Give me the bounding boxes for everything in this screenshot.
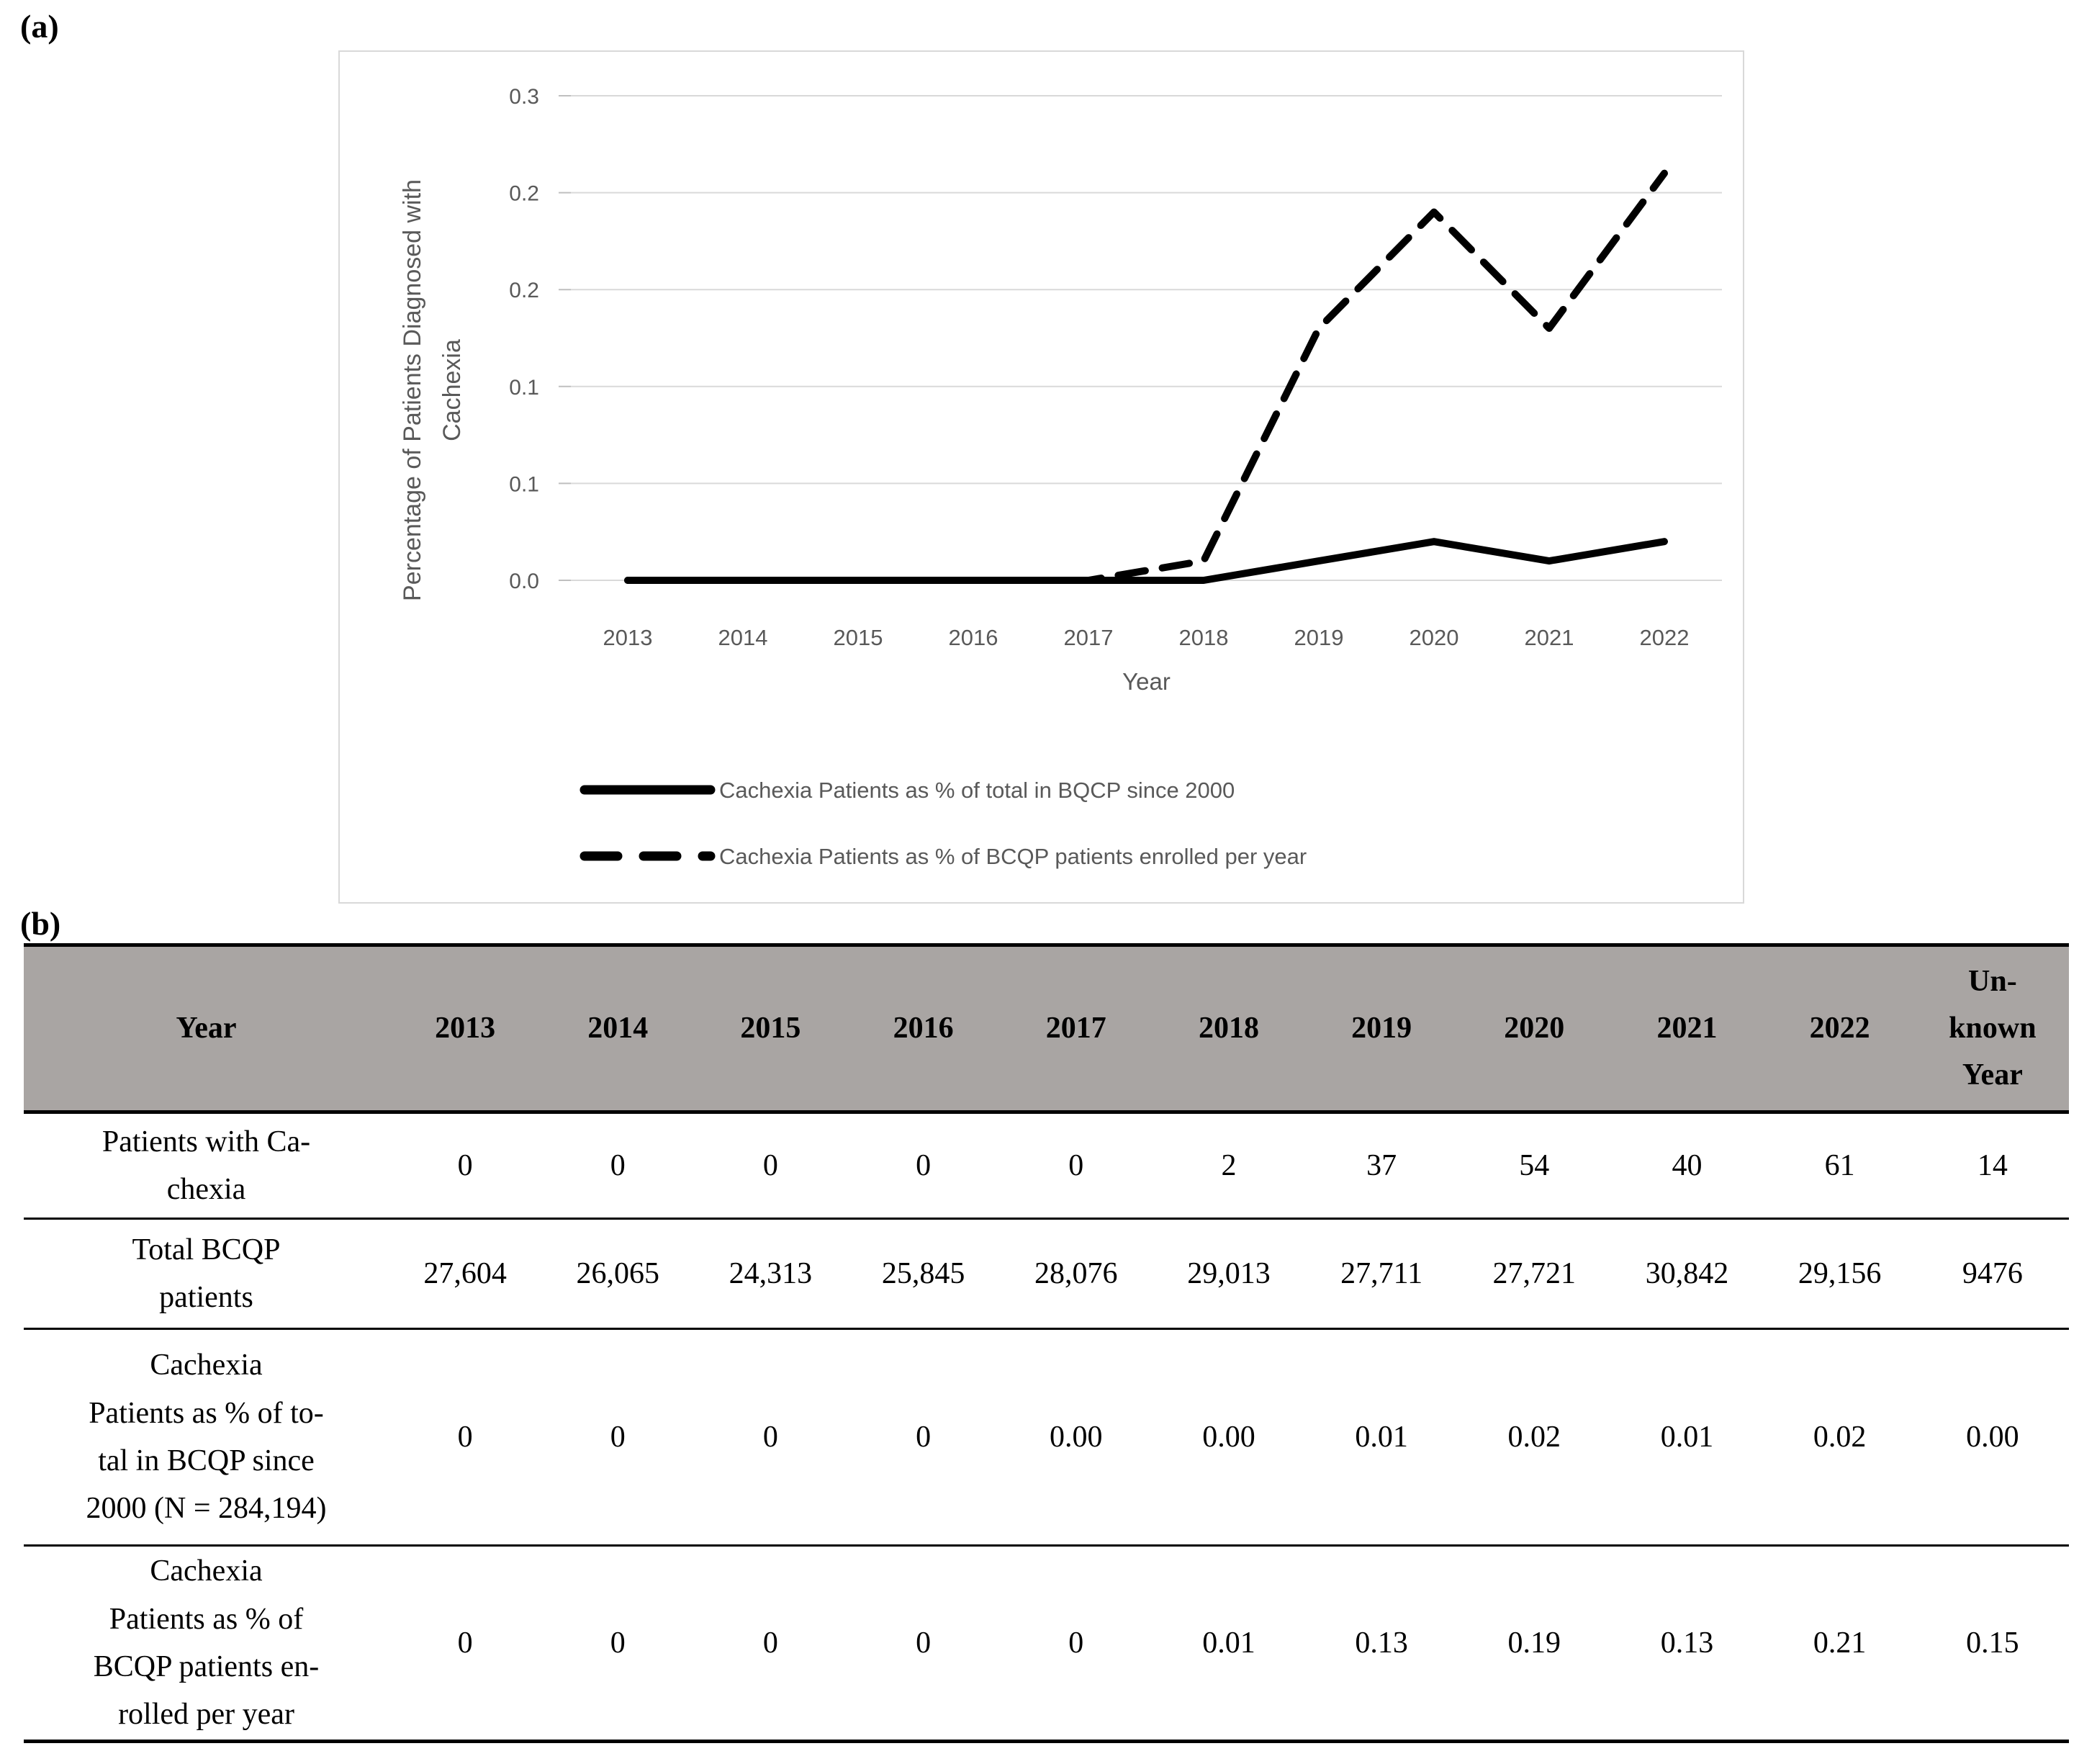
row-label: Cachexia Patients as % of to- tal in BCQ… bbox=[86, 1349, 327, 1526]
table-cell: 0 bbox=[457, 1626, 473, 1660]
table-header-cell-2015: 2015 bbox=[694, 945, 847, 1114]
table-cell: 61 bbox=[1824, 1148, 1855, 1182]
table-header-cell-2018: 2018 bbox=[1152, 945, 1306, 1114]
table-cell: 26,065 bbox=[576, 1256, 660, 1290]
table-cell: 29,156 bbox=[1798, 1256, 1882, 1290]
cachexia-data-table: Year 2013 2014 2015 2016 2017 2018 2019 … bbox=[24, 943, 2069, 1743]
table-cell: 0.00 bbox=[1966, 1420, 2019, 1454]
table-body: Patients with Ca- chexia 0 0 0 0 0 2 37 54 40 61 14… bbox=[24, 1112, 2069, 1742]
table-row: Cachexia Patients as % of BCQP patients … bbox=[24, 1546, 2069, 1742]
y-tick-label: 0.0 bbox=[509, 570, 539, 593]
table-cell: 29,013 bbox=[1187, 1256, 1271, 1290]
table-cell: 24,313 bbox=[729, 1256, 813, 1290]
x-tick-label: 2017 bbox=[1064, 625, 1114, 650]
table-cell: 2 bbox=[1221, 1148, 1237, 1182]
x-tick-label: 2020 bbox=[1410, 625, 1459, 650]
table-cell: 28,076 bbox=[1034, 1256, 1118, 1290]
table-cell: 0 bbox=[457, 1148, 473, 1182]
table-cell: 0 bbox=[762, 1626, 778, 1660]
table-cell: 30,842 bbox=[1645, 1256, 1729, 1290]
table-cell: 0.00 bbox=[1202, 1420, 1255, 1454]
y-tick-label: 0.3 bbox=[509, 85, 539, 109]
figure-part-a-label: (a) bbox=[20, 8, 59, 45]
table-cell: 0.13 bbox=[1660, 1626, 1714, 1660]
x-tick-label: 2021 bbox=[1525, 625, 1574, 650]
y-tick-label: 0.2 bbox=[509, 279, 539, 302]
table-cell: 27,711 bbox=[1340, 1256, 1423, 1290]
row-label: Total BCQP patients bbox=[132, 1233, 281, 1314]
table-header-cell-2022: 2022 bbox=[1763, 945, 1916, 1114]
table-cell: 0 bbox=[610, 1148, 626, 1182]
table-header-cell-2019: 2019 bbox=[1305, 945, 1458, 1114]
table-header-cell-2017: 2017 bbox=[999, 945, 1153, 1114]
table-cell: 40 bbox=[1672, 1148, 1703, 1182]
table-cell: 0 bbox=[1068, 1148, 1084, 1182]
x-tick-label: 2014 bbox=[718, 625, 768, 650]
table-cell: 0 bbox=[916, 1148, 932, 1182]
table-header-cell-year: Year bbox=[24, 945, 389, 1114]
table-cell: 37 bbox=[1366, 1148, 1397, 1182]
table-cell: 0.13 bbox=[1355, 1626, 1408, 1660]
table-cell: 0.21 bbox=[1813, 1626, 1867, 1660]
x-tick-label: 2015 bbox=[834, 625, 883, 650]
table-cell: 0 bbox=[762, 1148, 778, 1182]
table-cell: 0 bbox=[457, 1420, 473, 1454]
table-cell: 0 bbox=[916, 1626, 932, 1660]
table-header-cell-2013: 2013 bbox=[389, 945, 542, 1114]
x-tick-label: 2016 bbox=[949, 625, 998, 650]
y-axis-title-line2: Cachexia bbox=[438, 339, 466, 441]
x-tick-label: 2019 bbox=[1294, 625, 1344, 650]
table-header-row: Year 2013 2014 2015 2016 2017 2018 2019 … bbox=[24, 945, 2069, 1114]
x-tick-label: 2013 bbox=[603, 625, 653, 650]
table-row: Total BCQP patients 27,604 26,065 24,313 25,… bbox=[24, 1219, 2069, 1329]
x-tick-label: 2018 bbox=[1179, 625, 1229, 650]
legend-label: Cachexia Patients as % of BCQP patients … bbox=[719, 844, 1307, 869]
chart-canvas: 0.3 0.2 0.2 0.1 0.1 0.0 2013 2014 2015 2016 2017 20… bbox=[399, 85, 1722, 869]
table-cell: 0.15 bbox=[1966, 1626, 2019, 1660]
table-row: Patients with Ca- chexia 0 0 0 0 0 2 37 54 40 61 14 bbox=[24, 1112, 2069, 1219]
table-cell: 0.01 bbox=[1202, 1626, 1255, 1660]
table-cell: 0 bbox=[610, 1420, 626, 1454]
legend-label: Cachexia Patients as % of total in BQCP … bbox=[719, 778, 1235, 803]
table-cell: 0.01 bbox=[1355, 1420, 1408, 1454]
table-cell: 27,604 bbox=[423, 1256, 507, 1290]
table-row: Cachexia Patients as % of to- tal in BCQ… bbox=[24, 1329, 2069, 1546]
figure-part-b-label: (b) bbox=[20, 905, 61, 942]
table-cell: 0 bbox=[916, 1420, 932, 1454]
table-header-cell-2021: 2021 bbox=[1610, 945, 1764, 1114]
table-cell: 0.19 bbox=[1507, 1626, 1561, 1660]
table-cell: 9476 bbox=[1962, 1256, 2023, 1290]
table-header-cell-2014: 2014 bbox=[541, 945, 695, 1114]
table-cell: 0 bbox=[762, 1420, 778, 1454]
cachexia-line-chart: 0.3 0.2 0.2 0.1 0.1 0.0 2013 2014 2015 2016 2017 20… bbox=[338, 50, 1744, 904]
y-tick-label: 0.2 bbox=[509, 182, 539, 206]
series-line-solid bbox=[624, 538, 1668, 584]
table-cell: 0.02 bbox=[1813, 1420, 1867, 1454]
table-header-cell-unknown-year: Un- known Year bbox=[1916, 945, 2069, 1114]
table-header: Year 2013 2014 2015 2016 2017 2018 2019 … bbox=[24, 945, 2069, 1114]
series-line-dashed bbox=[624, 169, 1668, 584]
x-tick-label: 2022 bbox=[1640, 625, 1690, 650]
table-header-cell-2020: 2020 bbox=[1458, 945, 1611, 1114]
table-cell: 54 bbox=[1519, 1148, 1550, 1182]
table-cell: 27,721 bbox=[1492, 1256, 1577, 1290]
table-cell: 0.00 bbox=[1050, 1420, 1103, 1454]
x-axis-title: Year bbox=[1122, 668, 1171, 695]
table-cell: 0.02 bbox=[1507, 1420, 1561, 1454]
table-header-cell-2016: 2016 bbox=[847, 945, 1000, 1114]
table-cell: 0.01 bbox=[1660, 1420, 1714, 1454]
y-tick-label: 0.1 bbox=[509, 472, 539, 496]
y-tick-label: 0.1 bbox=[509, 376, 539, 400]
table-cell: 0 bbox=[1068, 1626, 1084, 1660]
table-cell: 0 bbox=[610, 1626, 626, 1660]
table-cell: 14 bbox=[1977, 1148, 2008, 1182]
y-axis-title-line1: Percentage of Patients Diagnosed with bbox=[399, 179, 426, 601]
table-cell: 25,845 bbox=[881, 1256, 965, 1290]
row-label: Cachexia Patients as % of BCQP patients … bbox=[93, 1554, 320, 1732]
row-label: Patients with Ca- chexia bbox=[102, 1125, 311, 1206]
